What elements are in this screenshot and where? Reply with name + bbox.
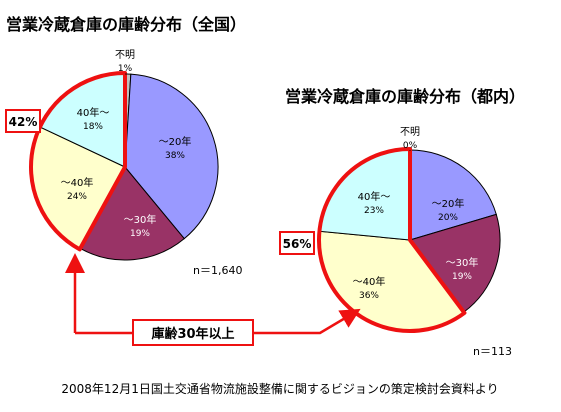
connector-arrow-right <box>253 308 361 335</box>
slice-value-national-0: 1% <box>118 64 133 74</box>
connector-label-box <box>132 319 254 346</box>
highlight-outline-national <box>29 71 127 252</box>
slice-label-tokyo-2: ～30年 <box>446 256 479 269</box>
slice-label-tokyo-1: ～20年 <box>432 197 465 210</box>
slice-value-tokyo-1: 20% <box>438 213 458 223</box>
n-label-tokyo: n＝113 <box>473 345 512 358</box>
highlight-box-tokyo <box>279 231 315 255</box>
highlight-label-tokyo: 56% <box>283 237 312 251</box>
slice-value-tokyo-4: 23% <box>364 206 384 216</box>
highlight-box-national <box>5 109 41 133</box>
slice-label-national-3: ～40年 <box>61 176 94 189</box>
slice-value-tokyo-3: 36% <box>359 291 379 301</box>
slice-label-tokyo-4: 40年～ <box>358 190 391 203</box>
pie-slice-national-2 <box>79 166 185 261</box>
chart-title-national: 営業冷蔵倉庫の庫齢分布（全国） <box>6 15 246 34</box>
slice-value-national-3: 24% <box>67 192 87 202</box>
highlight-outline-tokyo <box>317 147 467 333</box>
chart-title-tokyo: 営業冷蔵倉庫の庫齢分布（都内） <box>285 87 525 106</box>
highlight-label-national: 42% <box>9 115 38 129</box>
pie-slice-tokyo-1 <box>409 149 497 241</box>
slice-label-national-4: 40年～ <box>77 106 110 119</box>
slice-value-national-2: 19% <box>130 229 150 239</box>
connector-label: 庫齢30年以上 <box>151 326 234 342</box>
slice-label-national-2: ～30年 <box>124 213 157 226</box>
pie-slice-national-1 <box>124 73 219 240</box>
slice-value-tokyo-2: 19% <box>452 272 472 282</box>
slice-label-tokyo-3: ～40年 <box>353 275 386 288</box>
slice-label-tokyo-0: 不明 <box>400 126 420 138</box>
slice-label-national-0: 不明 <box>115 49 135 61</box>
source-caption: 2008年12月1日国土交通省物流施設整備に関するビジョンの策定検討会資料より <box>61 381 498 396</box>
slice-label-national-1: ～20年 <box>159 135 192 148</box>
slice-value-tokyo-0: 0% <box>403 141 418 151</box>
n-label-national: n＝1,640 <box>193 264 242 277</box>
slice-value-national-4: 18% <box>83 122 103 132</box>
pie-chart-tokyo: 不明 0% ～20年 20% ～30年 19% ～40年 36% 40年～ 23% <box>317 126 501 333</box>
pie-chart-national: 不明 1% ～20年 38% ～30年 19% ～40年 24% 40年～ 18% <box>29 49 219 261</box>
pie-slice-tokyo-2 <box>409 213 501 313</box>
slice-value-national-1: 38% <box>165 151 185 161</box>
